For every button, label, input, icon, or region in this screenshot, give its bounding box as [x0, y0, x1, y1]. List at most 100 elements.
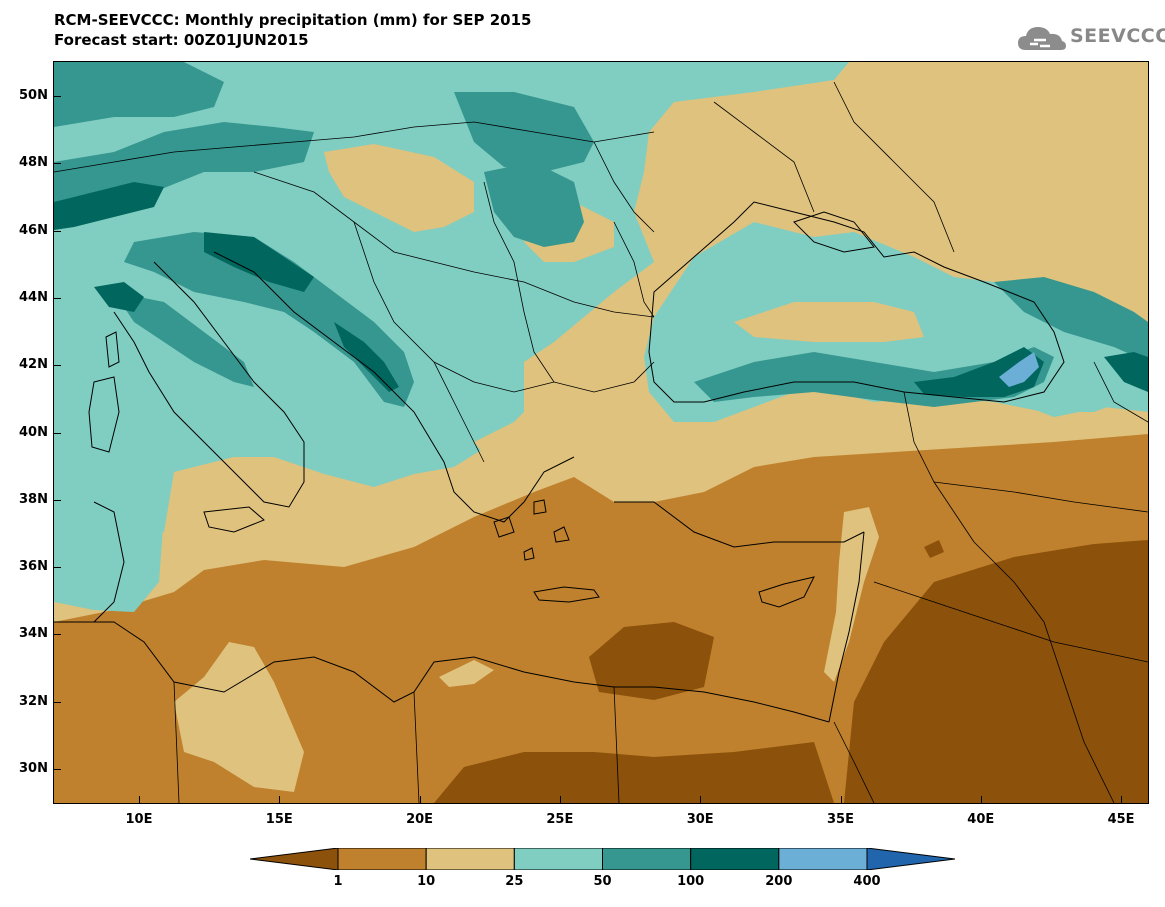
lat-label-38n: 38N [19, 491, 48, 507]
lon-label-35e: 35E [827, 812, 854, 827]
zone-10-25-italy-south [234, 457, 344, 532]
coastlines [54, 201, 1065, 723]
lat-tick [54, 365, 61, 367]
zone-50-100-italy [114, 292, 254, 387]
lat-label-46n: 46N [19, 222, 48, 238]
colorbar-label-1: 1 [333, 874, 343, 889]
lat-label-40n: 40N [19, 424, 48, 440]
precipitation-map [54, 62, 1148, 803]
turkey-south-coast [614, 501, 865, 548]
zone-10-25-ukraine [644, 72, 1148, 302]
black-sea-coast [648, 201, 1065, 403]
zone-10-25-crimea-sea [734, 302, 924, 342]
title-line-1: RCM-SEEVCCC: Monthly precipitation (mm) … [54, 11, 532, 29]
seevccc-logo: SEEVCCC [1016, 20, 1165, 54]
zone-lt1-arabia [844, 540, 1148, 803]
zone-lt1-libya-sea [589, 622, 714, 700]
zone-50-100-carpathians [484, 162, 584, 247]
lat-label-50n: 50N [19, 88, 48, 103]
logo-text: SEEVCCC [1070, 25, 1165, 47]
lat-tick [54, 499, 61, 501]
lat-tick [54, 634, 61, 636]
lat-tick [54, 230, 61, 232]
lat-tick [54, 701, 61, 703]
zone-100-200-italy-n [94, 282, 144, 312]
colorbar-segment-4 [602, 848, 692, 870]
colorbar-label-100: 100 [677, 874, 705, 889]
colorbar-segment-2 [425, 848, 515, 870]
colorbar-label-10: 10 [417, 874, 436, 889]
lat-tick [54, 567, 61, 569]
zone-10-25-egypt-coast [439, 660, 494, 687]
zone-10-25-hungary [324, 144, 474, 232]
colorbar-segment-3 [513, 848, 604, 870]
aegean-islands [493, 499, 570, 561]
cloud-icon [1018, 27, 1066, 50]
lon-label-30e: 30E [686, 812, 714, 827]
lat-tick [54, 769, 61, 770]
italy-coast [113, 261, 305, 508]
cyprus [758, 576, 815, 608]
colorbar-segment-gt400 [866, 848, 955, 870]
africa-coast [54, 621, 830, 723]
lat-label-42n: 42N [19, 357, 48, 373]
lon-tick [840, 796, 842, 803]
lon-tick [139, 796, 140, 803]
crimea-coast [793, 211, 875, 253]
lat-tick [54, 96, 61, 97]
zone-100-200-alps [54, 182, 164, 230]
lon-tick [700, 796, 702, 803]
lat-tick [54, 163, 61, 165]
lon-tick [980, 796, 982, 803]
colorbar-label-50: 50 [593, 874, 612, 889]
lon-label-25e: 25E [546, 812, 574, 827]
corsica [105, 331, 120, 368]
balkan-coast [213, 251, 575, 523]
zone-lt1-egypt [434, 742, 834, 803]
zone-lt1-syria-spot [924, 540, 944, 558]
lon-label-15e: 15E [265, 812, 293, 827]
lon-label-45e: 45E [1107, 812, 1135, 827]
lon-label-10e: 10E [125, 812, 153, 827]
zone-100-200-caucasus-e [1104, 352, 1148, 392]
lat-label-36n: 36N [19, 559, 48, 575]
colorbar-segment-lt1 [250, 848, 339, 870]
map-title: RCM-SEEVCCC: Monthly precipitation (mm) … [54, 10, 531, 50]
lon-tick [1121, 796, 1123, 803]
lat-label-30n: 30N [19, 761, 48, 776]
zone-25-50-ne-europe [594, 62, 849, 102]
lon-tick [419, 796, 421, 803]
lat-label-44n: 44N [19, 289, 48, 305]
title-line-2: Forecast start: 00Z01JUN2015 [54, 31, 309, 49]
sardinia [88, 376, 120, 453]
lat-label-48n: 48N [19, 155, 48, 171]
levant-coast [828, 531, 865, 723]
zone-10-25-levant [824, 507, 879, 682]
zone-200-400-turkey-ne [999, 352, 1039, 387]
country-borders [54, 81, 1148, 803]
lat-label-34n: 34N [19, 626, 48, 642]
lat-tick [54, 432, 61, 434]
colorbar-label-400: 400 [853, 874, 881, 889]
lon-label-20e: 20E [406, 812, 434, 827]
zone-10-25-libya [174, 642, 304, 792]
lon-tick [559, 796, 561, 803]
zone-50-100-central [454, 92, 594, 172]
zone-50-100-north [54, 62, 224, 127]
lat-tick [54, 297, 61, 299]
zone-10-25-aegean [474, 402, 594, 472]
colorbar-segment-6 [778, 848, 868, 870]
zone-100-200-croatia [204, 232, 314, 292]
lat-label-32n: 32N [19, 693, 48, 709]
colorbar [250, 848, 955, 870]
colorbar-label-25: 25 [505, 874, 524, 889]
lon-label-40e: 40E [967, 812, 995, 827]
colorbar-segment-1 [337, 848, 427, 870]
crete [533, 586, 600, 603]
zone-100-200-dalmatia [334, 322, 399, 392]
sicily [203, 506, 265, 533]
colorbar-segment-5 [690, 848, 780, 870]
lon-tick [279, 796, 281, 803]
colorbar-label-200: 200 [765, 874, 793, 889]
tunisia-coast [93, 501, 125, 623]
